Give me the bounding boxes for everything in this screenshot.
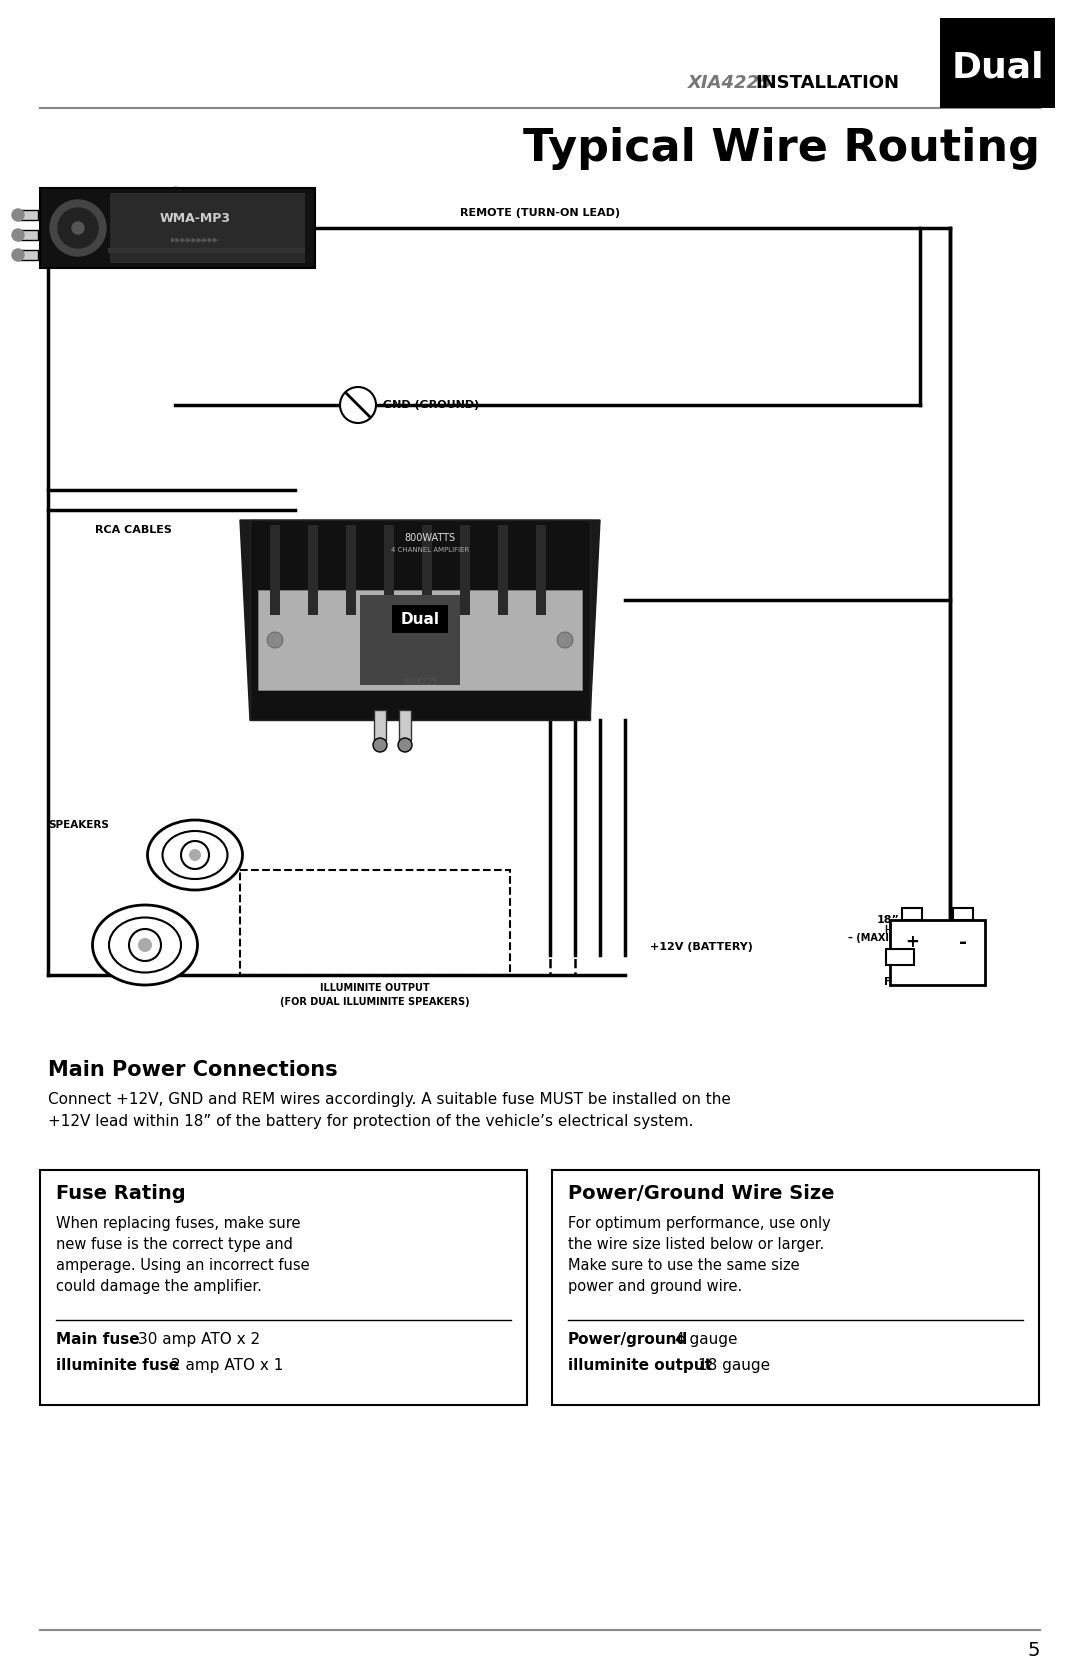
- Ellipse shape: [148, 819, 243, 890]
- Circle shape: [58, 209, 98, 249]
- Bar: [346, 526, 356, 614]
- Text: FUSE: FUSE: [883, 976, 916, 986]
- Text: Typical Wire Routing: Typical Wire Routing: [523, 127, 1040, 170]
- Text: 18 gauge: 18 gauge: [698, 1359, 770, 1374]
- Circle shape: [399, 738, 411, 753]
- Bar: [258, 591, 582, 689]
- Text: 30 amp ATO x 2: 30 amp ATO x 2: [138, 1332, 260, 1347]
- Text: Main fuse: Main fuse: [56, 1332, 139, 1347]
- Text: Make sure to use the same size: Make sure to use the same size: [568, 1258, 799, 1273]
- Text: GND (GROUND): GND (GROUND): [383, 401, 480, 411]
- Circle shape: [12, 229, 24, 240]
- Ellipse shape: [109, 918, 181, 973]
- Text: REMOTE (TURN-ON LEAD): REMOTE (TURN-ON LEAD): [460, 209, 620, 219]
- Text: For optimum performance, use only: For optimum performance, use only: [568, 1217, 831, 1232]
- Text: ILLUMINITE OUTPUT: ILLUMINITE OUTPUT: [320, 983, 430, 993]
- Bar: [890, 920, 985, 985]
- Text: Power/ground: Power/ground: [568, 1332, 688, 1347]
- Circle shape: [181, 841, 210, 870]
- Text: Main Power Connections: Main Power Connections: [48, 1060, 338, 1080]
- Bar: [498, 526, 508, 614]
- Ellipse shape: [93, 905, 198, 985]
- Bar: [360, 596, 460, 684]
- Circle shape: [12, 209, 24, 220]
- Text: (FOR DUAL ILLUMINITE SPEAKERS): (FOR DUAL ILLUMINITE SPEAKERS): [280, 996, 470, 1006]
- Bar: [953, 908, 973, 920]
- Text: ®: ®: [1041, 22, 1051, 32]
- Bar: [460, 526, 470, 614]
- Bar: [110, 194, 305, 264]
- Text: 2 amp ATO x 1: 2 amp ATO x 1: [171, 1359, 283, 1374]
- Text: – (MAXIMUM) –: – (MAXIMUM) –: [848, 933, 929, 943]
- Text: Dual: Dual: [401, 611, 440, 626]
- Circle shape: [267, 633, 283, 648]
- Text: When replacing fuses, make sure: When replacing fuses, make sure: [56, 1217, 300, 1232]
- Text: +12V (BATTERY): +12V (BATTERY): [650, 941, 753, 951]
- Bar: [18, 210, 38, 220]
- Text: 5: 5: [1027, 1641, 1040, 1659]
- Text: Dual: Dual: [951, 52, 1043, 85]
- Text: 4 CHANNEL AMPLIFIER: 4 CHANNEL AMPLIFIER: [391, 547, 469, 552]
- Circle shape: [129, 930, 161, 961]
- Bar: [18, 230, 38, 240]
- Circle shape: [138, 938, 152, 951]
- Text: Fuse Rating: Fuse Rating: [56, 1183, 186, 1203]
- Circle shape: [50, 200, 106, 255]
- Text: could damage the amplifier.: could damage the amplifier.: [56, 1278, 261, 1293]
- Bar: [902, 908, 922, 920]
- Text: XIA4225: XIA4225: [403, 678, 437, 686]
- Circle shape: [189, 850, 201, 861]
- Text: amperage. Using an incorrect fuse: amperage. Using an incorrect fuse: [56, 1258, 310, 1273]
- Circle shape: [340, 387, 376, 422]
- Text: XIA4225: XIA4225: [688, 73, 779, 92]
- Text: Connect +12V, GND and REM wires accordingly. A suitable fuse MUST be installed o: Connect +12V, GND and REM wires accordin…: [48, 1092, 731, 1107]
- Text: +: +: [905, 933, 919, 951]
- Bar: [399, 709, 411, 739]
- Circle shape: [373, 738, 387, 753]
- Bar: [308, 526, 318, 614]
- Polygon shape: [240, 521, 600, 719]
- Text: 4 gauge: 4 gauge: [675, 1332, 738, 1347]
- Text: -: -: [959, 933, 967, 951]
- Text: the wire size listed below or larger.: the wire size listed below or larger.: [568, 1237, 824, 1252]
- Bar: [40, 1170, 527, 1405]
- Bar: [108, 249, 305, 254]
- Bar: [940, 18, 1055, 108]
- Bar: [886, 950, 914, 965]
- Text: Power/Ground Wire Size: Power/Ground Wire Size: [568, 1183, 835, 1203]
- Bar: [18, 250, 38, 260]
- Bar: [270, 526, 280, 614]
- Bar: [422, 526, 432, 614]
- Text: +12V lead within 18” of the battery for protection of the vehicle’s electrical s: +12V lead within 18” of the battery for …: [48, 1113, 693, 1128]
- Text: INSTALLATION: INSTALLATION: [755, 73, 899, 92]
- Bar: [536, 526, 546, 614]
- Bar: [552, 1170, 1039, 1405]
- Bar: [384, 526, 394, 614]
- Text: 800WATTS: 800WATTS: [404, 532, 456, 542]
- Bar: [40, 189, 315, 269]
- Ellipse shape: [162, 831, 228, 880]
- Text: SPEAKERS: SPEAKERS: [48, 819, 109, 829]
- Bar: [374, 709, 386, 739]
- Bar: [392, 604, 448, 633]
- Bar: [240, 870, 510, 975]
- Text: 18”: 18”: [877, 915, 900, 925]
- Text: illuminite fuse: illuminite fuse: [56, 1359, 179, 1374]
- Circle shape: [557, 633, 573, 648]
- Circle shape: [12, 249, 24, 260]
- Text: illuminite output: illuminite output: [568, 1359, 712, 1374]
- Text: power and ground wire.: power and ground wire.: [568, 1278, 742, 1293]
- Text: RCA CABLES: RCA CABLES: [95, 526, 172, 536]
- Circle shape: [72, 222, 84, 234]
- Text: ▶▶▶▶▶▶▶▶▶: ▶▶▶▶▶▶▶▶▶: [171, 237, 219, 244]
- Text: new fuse is the correct type and: new fuse is the correct type and: [56, 1237, 293, 1252]
- Bar: [249, 521, 590, 719]
- Text: WMA-MP3: WMA-MP3: [160, 212, 230, 225]
